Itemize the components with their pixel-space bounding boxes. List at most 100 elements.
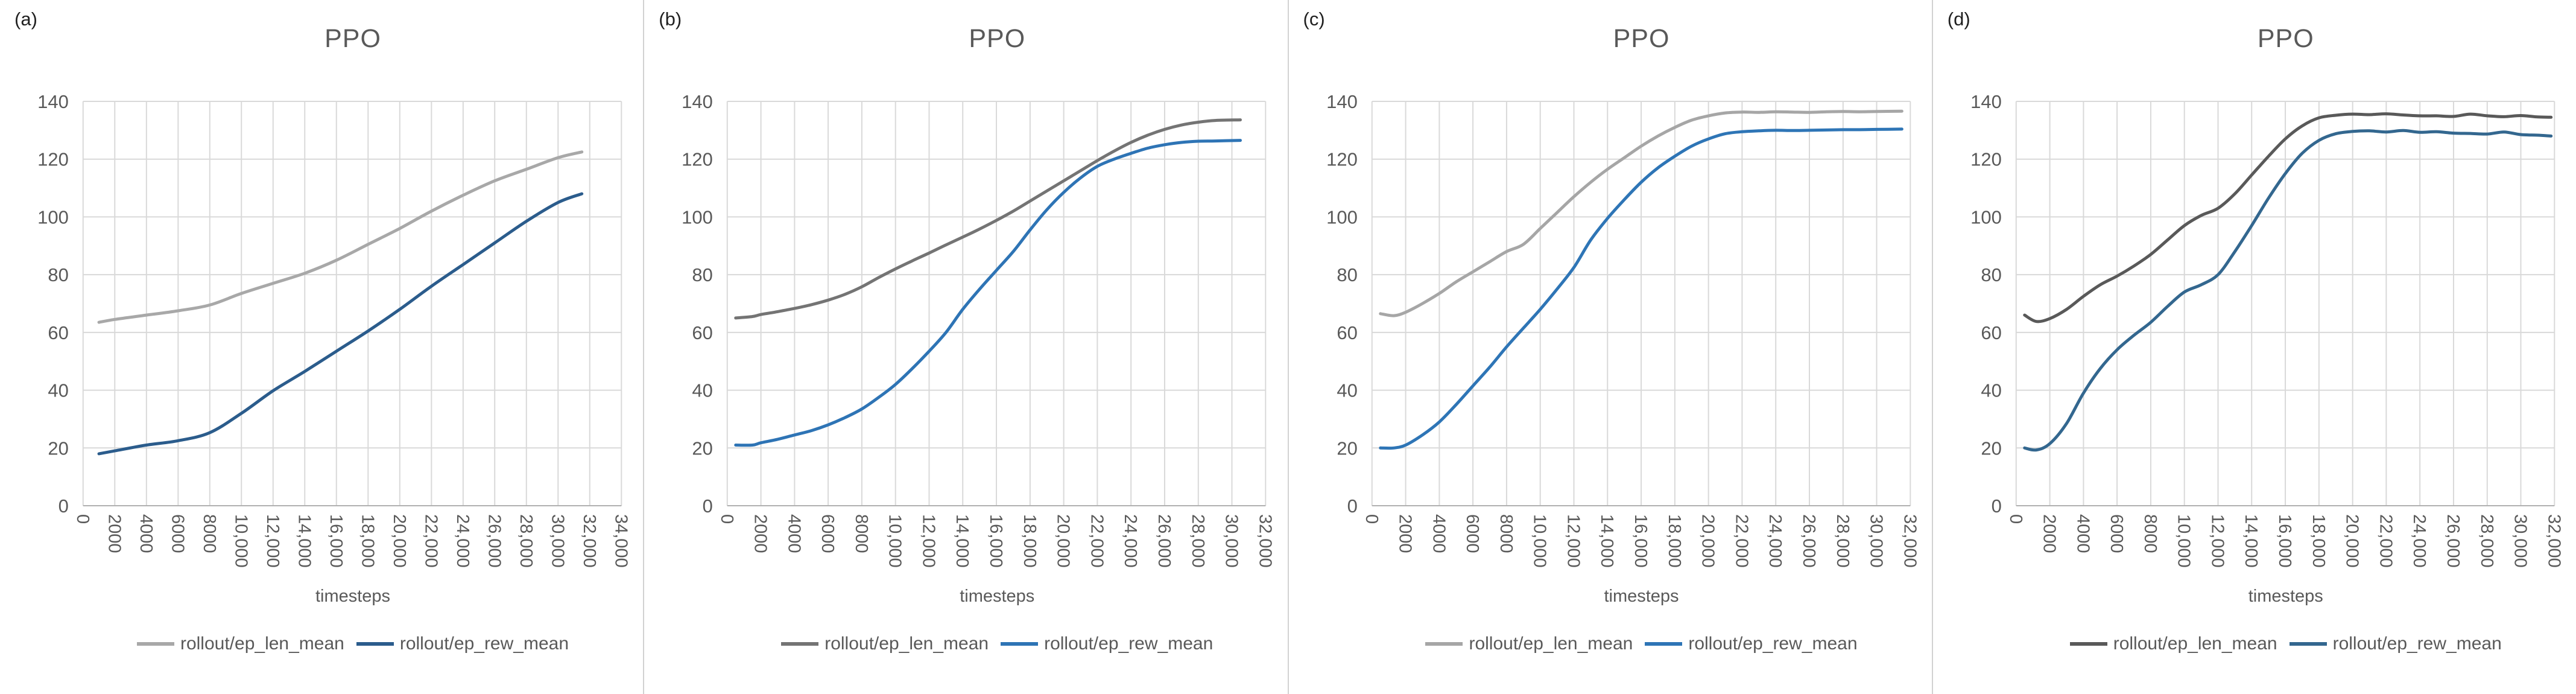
svg-text:20: 20: [1337, 438, 1357, 459]
svg-text:80: 80: [1337, 264, 1357, 285]
svg-text:100: 100: [682, 206, 713, 228]
svg-text:32,000: 32,000: [1256, 514, 1275, 568]
svg-text:24,000: 24,000: [1765, 514, 1785, 568]
svg-text:24,000: 24,000: [453, 514, 472, 568]
y-axis-ticks: 0 20 40 60 80 100 120 140: [37, 91, 69, 517]
series-line-rollout-ep-rew-mean: [2023, 129, 2552, 452]
svg-text:10,000: 10,000: [231, 514, 250, 568]
svg-text:24,000: 24,000: [2410, 514, 2429, 568]
chart-title: PPO: [324, 24, 381, 53]
series-line-rollout-ep-len-mean: [97, 150, 584, 324]
svg-text:8000: 8000: [1496, 514, 1515, 553]
svg-text:28,000: 28,000: [1188, 514, 1207, 568]
svg-text:60: 60: [1337, 322, 1357, 343]
svg-text:10,000: 10,000: [2174, 514, 2193, 568]
svg-text:40: 40: [1337, 380, 1357, 401]
svg-text:26,000: 26,000: [484, 514, 504, 568]
x-axis-ticks: 0 2000 4000 6000 8000 10,000 12,000 14,000 16,00…: [1361, 514, 1919, 568]
svg-text:24,000: 24,000: [1121, 514, 1140, 568]
svg-text:20,000: 20,000: [1054, 514, 1073, 568]
gridlines: [1371, 101, 1911, 506]
y-axis-ticks: 0 20 40 60 80 100 120 140: [1326, 91, 1358, 517]
x-axis-title: timesteps: [2248, 587, 2323, 606]
svg-text:140: 140: [37, 91, 69, 112]
chart-panel-d: (d) PPO 0 20 40 60 80 100 120 140 0 2000 4000 6000 8…: [1931, 0, 2576, 694]
svg-text:140: 140: [1326, 91, 1358, 112]
svg-text:80: 80: [48, 264, 68, 285]
series-line-rollout-ep-rew-mean: [734, 139, 1242, 447]
svg-text:10,000: 10,000: [885, 514, 905, 568]
svg-text:34,000: 34,000: [611, 514, 630, 568]
y-axis-ticks: 0 20 40 60 80 100 120 140: [1970, 91, 2002, 517]
svg-text:4000: 4000: [136, 514, 156, 553]
svg-text:12,000: 12,000: [1563, 514, 1583, 568]
svg-text:120: 120: [682, 149, 713, 170]
svg-text:0: 0: [1991, 495, 2001, 517]
svg-text:16,000: 16,000: [986, 514, 1005, 568]
svg-text:32,000: 32,000: [580, 514, 599, 568]
svg-text:0: 0: [1361, 514, 1381, 524]
svg-text:20: 20: [48, 438, 68, 459]
chart-title: PPO: [2257, 24, 2314, 53]
svg-text:26,000: 26,000: [1799, 514, 1818, 568]
chart-panel-b: (b) PPO 0 20 40 60 80 100 120 140 0 2000 4000 6000 8…: [643, 0, 1288, 694]
svg-text:32,000: 32,000: [2544, 514, 2563, 568]
svg-text:14,000: 14,000: [294, 514, 314, 568]
svg-text:0: 0: [2006, 514, 2025, 524]
svg-text:20: 20: [692, 438, 713, 459]
svg-text:14,000: 14,000: [953, 514, 972, 568]
legend-label-ep-rew: rollout/ep_rew_mean: [1688, 634, 1858, 654]
x-axis-ticks: 0 2000 4000 6000 8000 10,000 12,000 14,000 16,00…: [73, 514, 631, 568]
svg-text:6000: 6000: [818, 514, 837, 553]
svg-text:40: 40: [1981, 380, 2001, 401]
legend-label-ep-len: rollout/ep_len_mean: [1469, 634, 1633, 654]
svg-text:12,000: 12,000: [263, 514, 282, 568]
legend-line-ep-rew-icon: [1645, 642, 1683, 646]
gridlines: [727, 101, 1267, 506]
svg-text:28,000: 28,000: [516, 514, 536, 568]
svg-text:18,000: 18,000: [1664, 514, 1683, 568]
x-axis-ticks: 0 2000 4000 6000 8000 10,000 12,000 14,000 16,00…: [717, 514, 1275, 568]
legend-line-ep-len-icon: [781, 642, 819, 646]
svg-text:0: 0: [73, 514, 92, 524]
x-axis-ticks: 0 2000 4000 6000 8000 10,000 12,000 14,000 16,00…: [2006, 514, 2564, 568]
plot-area: 0 20 40 60 80 100 120 140 0 2000 4000 6000 8000 10,00…: [682, 91, 1275, 568]
svg-text:22,000: 22,000: [2376, 514, 2395, 568]
svg-text:12,000: 12,000: [919, 514, 938, 568]
panel-letter-d: (d): [1947, 8, 1970, 30]
svg-text:8000: 8000: [200, 514, 219, 553]
svg-text:60: 60: [48, 322, 68, 343]
gridlines: [2015, 101, 2555, 506]
svg-text:140: 140: [682, 91, 713, 112]
y-axis-ticks: 0 20 40 60 80 100 120 140: [682, 91, 713, 517]
svg-text:80: 80: [692, 264, 713, 285]
svg-text:120: 120: [37, 149, 69, 170]
svg-text:30,000: 30,000: [1866, 514, 1885, 568]
svg-text:100: 100: [1326, 206, 1358, 228]
x-axis-title: timesteps: [315, 587, 391, 606]
legend-line-ep-len-icon: [1425, 642, 1463, 646]
svg-text:60: 60: [692, 322, 713, 343]
svg-text:14,000: 14,000: [1597, 514, 1616, 568]
series-line-rollout-ep-rew-mean: [97, 192, 584, 456]
legend-label-ep-rew: rollout/ep_rew_mean: [399, 634, 569, 654]
chart-panel-a: (a) PPO 0 20 40 60 80 100 120 140 0 2000 4000 6000 8…: [0, 0, 644, 694]
svg-text:2000: 2000: [104, 514, 124, 553]
svg-text:80: 80: [1981, 264, 2001, 285]
svg-text:4000: 4000: [1429, 514, 1448, 553]
plot-area: 0 20 40 60 80 100 120 140 0 2000 4000 6000 8000 10,00…: [37, 91, 631, 568]
svg-text:30,000: 30,000: [1222, 514, 1241, 568]
legend-label-ep-rew: rollout/ep_rew_mean: [2332, 634, 2502, 654]
svg-text:30,000: 30,000: [548, 514, 567, 568]
svg-text:20,000: 20,000: [390, 514, 409, 568]
legend: rollout/ep_len_mean rollout/ep_rew_mean: [1360, 634, 1923, 654]
svg-text:22,000: 22,000: [421, 514, 440, 568]
svg-text:2000: 2000: [2039, 514, 2059, 553]
legend: rollout/ep_len_mean rollout/ep_rew_mean: [2004, 634, 2568, 654]
svg-text:26,000: 26,000: [1154, 514, 1174, 568]
svg-text:20,000: 20,000: [1698, 514, 1717, 568]
svg-text:0: 0: [59, 495, 69, 517]
svg-text:100: 100: [37, 206, 69, 228]
svg-text:2000: 2000: [751, 514, 770, 553]
